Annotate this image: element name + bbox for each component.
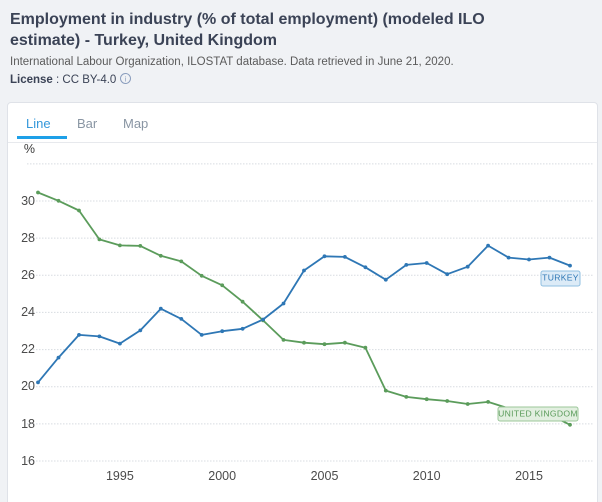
svg-text:i: i [124, 74, 126, 83]
